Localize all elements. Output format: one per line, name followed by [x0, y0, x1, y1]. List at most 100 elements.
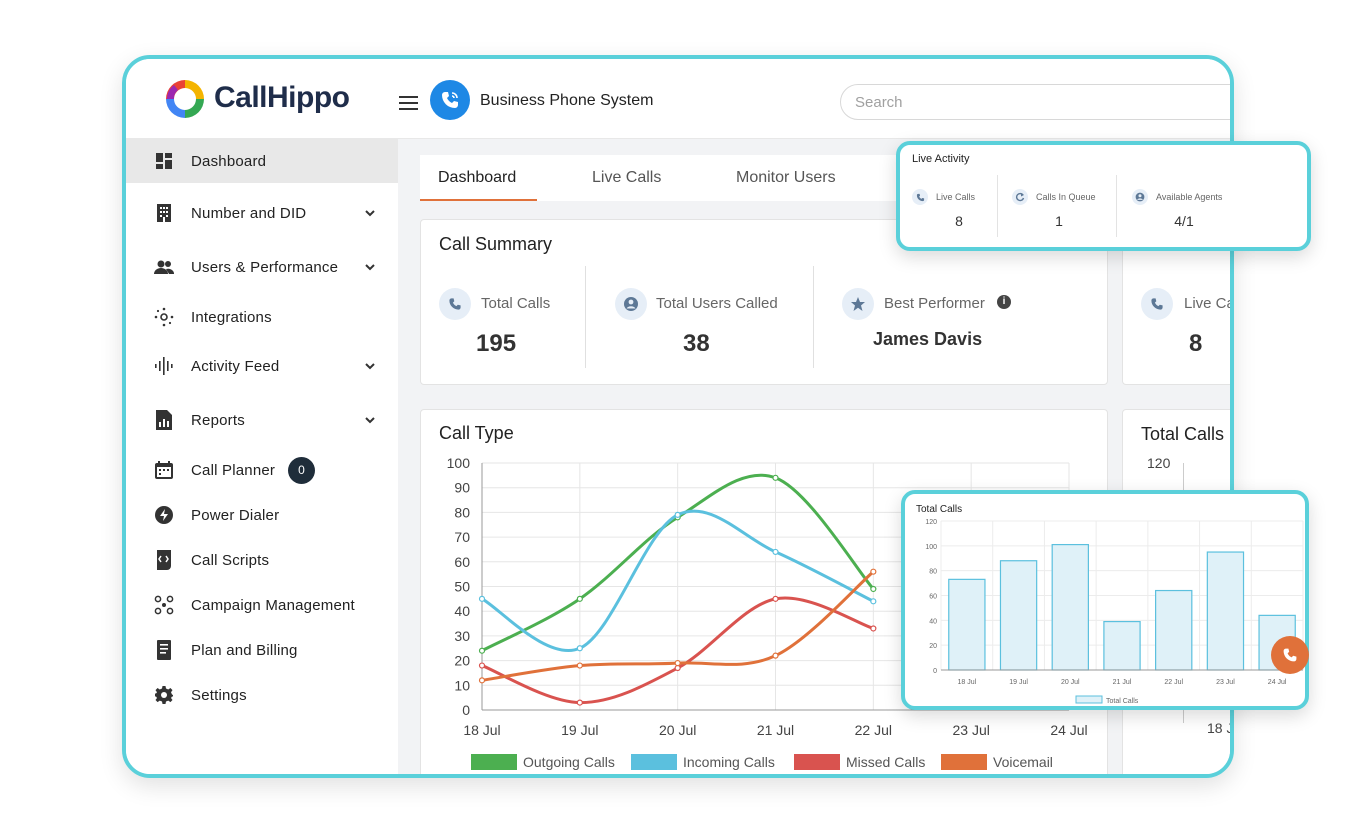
active-tab-indicator [420, 199, 537, 201]
legend-label: Incoming Calls [683, 754, 775, 770]
data-point [674, 664, 681, 672]
axis-tick-label: 120 [1147, 455, 1171, 471]
y-tick-label: 60 [929, 594, 937, 601]
stat-label: Total Calls [481, 295, 551, 312]
data-point [870, 585, 877, 593]
script-icon [154, 550, 174, 570]
series-line [481, 509, 875, 652]
sidebar-item-call-scripts[interactable]: Call Scripts [126, 538, 398, 582]
users-icon [154, 257, 174, 277]
legend-label: Outgoing Calls [523, 754, 615, 770]
data-point [478, 677, 486, 684]
chevron-down-icon[interactable] [364, 207, 376, 219]
axis-tick-label: 18 J [1207, 720, 1234, 736]
stat-label: Total Users Called [656, 295, 778, 312]
bolt-icon [154, 505, 174, 525]
live-calls-stat: Live Calls 8 [900, 185, 1018, 245]
legend-swatch [1075, 695, 1103, 704]
x-tick-label: 24 Jul [1050, 722, 1087, 738]
data-point [674, 511, 681, 518]
data-point [576, 645, 583, 652]
building-icon [154, 203, 174, 223]
sidebar-item-integrations[interactable]: Integrations [126, 295, 398, 339]
sidebar-item-reports[interactable]: Reports [126, 398, 398, 442]
legend-label: Total Calls [1106, 698, 1139, 705]
tab-dashboard[interactable]: Dashboard [438, 169, 517, 186]
stat-label: Available Agents [1156, 192, 1223, 202]
calls-in-queue-stat: Calls In Queue 1 [1000, 185, 1118, 245]
x-tick-label: 18 Jul [958, 679, 977, 686]
user-circle-icon [615, 288, 647, 320]
y-tick-label: 10 [454, 677, 470, 693]
sidebar-item-campaign-management[interactable]: Campaign Management [126, 583, 398, 627]
sidebar-item-number-and-did[interactable]: Number and DID [126, 191, 398, 235]
search-input[interactable] [840, 84, 1230, 120]
menu-icon[interactable] [399, 96, 418, 110]
legend-swatch [941, 754, 987, 770]
calendar-icon [154, 460, 174, 480]
sidebar-item-label: Number and DID [191, 204, 307, 222]
info-icon[interactable]: i [997, 295, 1011, 309]
x-tick-label: 24 Jul [1268, 679, 1287, 686]
legend-swatch [471, 754, 517, 770]
y-tick-label: 20 [454, 653, 470, 669]
sidebar-item-activity-feed[interactable]: Activity Feed [126, 344, 398, 388]
live-calls-value: 8 [1189, 330, 1203, 357]
sidebar-item-label: Call Planner [191, 461, 276, 479]
data-point [478, 595, 486, 602]
divider [997, 175, 998, 237]
y-tick-label: 80 [929, 569, 937, 576]
card-title: Total Calls [1141, 424, 1225, 444]
sidebar-item-label: Campaign Management [191, 596, 355, 614]
chevron-down-icon[interactable] [364, 261, 376, 273]
sidebar-item-plan-and-billing[interactable]: Plan and Billing [126, 628, 398, 672]
sidebar-item-label: Call Scripts [191, 551, 270, 569]
data-point [870, 568, 877, 575]
bar [1103, 620, 1141, 671]
chevron-down-icon[interactable] [364, 414, 376, 426]
y-tick-label: 40 [929, 618, 937, 625]
dashboard-icon [154, 151, 174, 171]
x-tick-label: 21 Jul [1113, 679, 1132, 686]
x-tick-label: 21 Jul [757, 722, 794, 738]
sidebar: Dashboard Number and DID Users & Perform… [126, 139, 398, 774]
sidebar-item-users-performance[interactable]: Users & Performance [126, 245, 398, 289]
y-tick-label: 90 [454, 480, 470, 496]
card-title: Call Summary [439, 234, 553, 254]
call-fab-button[interactable] [1271, 636, 1309, 674]
legend-swatch [631, 754, 677, 770]
top-bar: CallHippo Business Phone System [126, 59, 1230, 139]
x-tick-label: 20 Jul [659, 722, 696, 738]
y-tick-label: 20 [929, 643, 937, 650]
data-point [576, 699, 583, 706]
y-tick-label: 100 [447, 455, 471, 471]
sidebar-item-label: Activity Feed [191, 357, 280, 375]
total-users-called-value: 38 [683, 330, 710, 357]
page-title: Business Phone System [480, 92, 654, 109]
billing-icon [154, 640, 174, 660]
data-point [674, 659, 681, 667]
sidebar-item-power-dialer[interactable]: Power Dialer [126, 493, 398, 537]
sidebar-item-label: Settings [191, 686, 247, 704]
tab-monitor-users[interactable]: Monitor Users [736, 169, 836, 186]
total-calls-chart: Total Calls 0 20 40 60 80 100 120 18 Jul 19 Jul 2… [916, 504, 1304, 705]
y-tick-label: 60 [454, 554, 470, 570]
chart-title: Total Calls [916, 504, 962, 515]
data-point [478, 662, 486, 669]
chevron-down-icon[interactable] [364, 360, 376, 372]
logo[interactable]: CallHippo [162, 76, 350, 120]
data-point [772, 652, 779, 659]
tab-live-calls[interactable]: Live Calls [592, 169, 662, 186]
x-tick-label: 23 Jul [952, 722, 989, 738]
bar [1206, 551, 1245, 671]
sidebar-item-settings[interactable]: Settings [126, 673, 398, 717]
phone-icon [912, 189, 928, 205]
sidebar-item-call-planner[interactable]: Call Planner 0 [126, 448, 398, 492]
sidebar-item-dashboard[interactable]: Dashboard [126, 139, 398, 183]
y-tick-label: 100 [925, 544, 937, 551]
phone-system-icon [430, 80, 470, 120]
stat-label: Live Ca [1184, 295, 1234, 312]
star-icon [842, 288, 874, 320]
stat-value: 4/1 [1174, 213, 1194, 229]
phone-icon [439, 288, 471, 320]
